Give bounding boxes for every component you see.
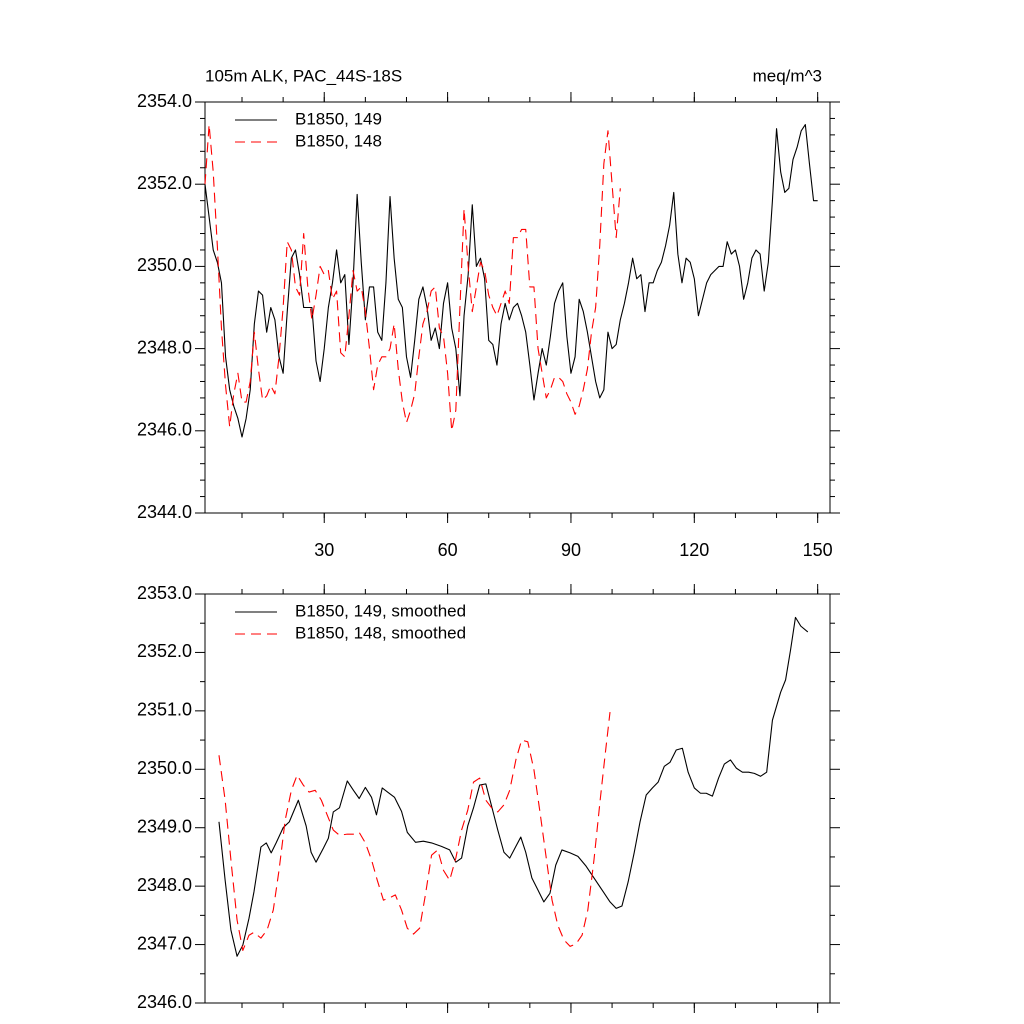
chart-title: 105m ALK, PAC_44S-18S xyxy=(205,66,402,85)
x-tick-label: 120 xyxy=(679,540,709,560)
x-tick-label: 30 xyxy=(314,540,334,560)
x-tick-label: 90 xyxy=(561,540,581,560)
units-label: meq/m^3 xyxy=(753,66,822,85)
y-tick-label: 2344.0 xyxy=(137,502,192,522)
y-tick-label: 2348.0 xyxy=(137,875,192,895)
plot-frame xyxy=(204,593,831,1004)
series-line xyxy=(218,711,611,951)
series-line xyxy=(218,616,809,957)
y-tick-label: 2349.0 xyxy=(137,816,192,836)
y-tick-label: 2350.0 xyxy=(137,758,192,778)
y-tick-label: 2354.0 xyxy=(137,91,192,111)
y-tick-label: 2347.0 xyxy=(137,933,192,953)
y-tick-label: 2353.0 xyxy=(137,583,192,603)
y-tick-label: 2352.0 xyxy=(137,173,192,193)
y-tick-label: 2346.0 xyxy=(137,420,192,440)
legend-label: B1850, 149 xyxy=(295,109,382,128)
plot-frame xyxy=(204,101,831,514)
y-tick-label: 2352.0 xyxy=(137,641,192,661)
series-line xyxy=(204,124,818,438)
y-tick-label: 2348.0 xyxy=(137,337,192,357)
x-tick-label: 60 xyxy=(438,540,458,560)
legend-label: B1850, 149, smoothed xyxy=(295,601,466,620)
y-tick-label: 2351.0 xyxy=(137,700,192,720)
y-tick-label: 2350.0 xyxy=(137,255,192,275)
legend-label: B1850, 148 xyxy=(295,131,382,150)
x-tick-label: 150 xyxy=(803,540,833,560)
series-line xyxy=(204,124,621,432)
y-tick-label: 2346.0 xyxy=(137,992,192,1012)
legend-label: B1850, 148, smoothed xyxy=(295,623,466,642)
